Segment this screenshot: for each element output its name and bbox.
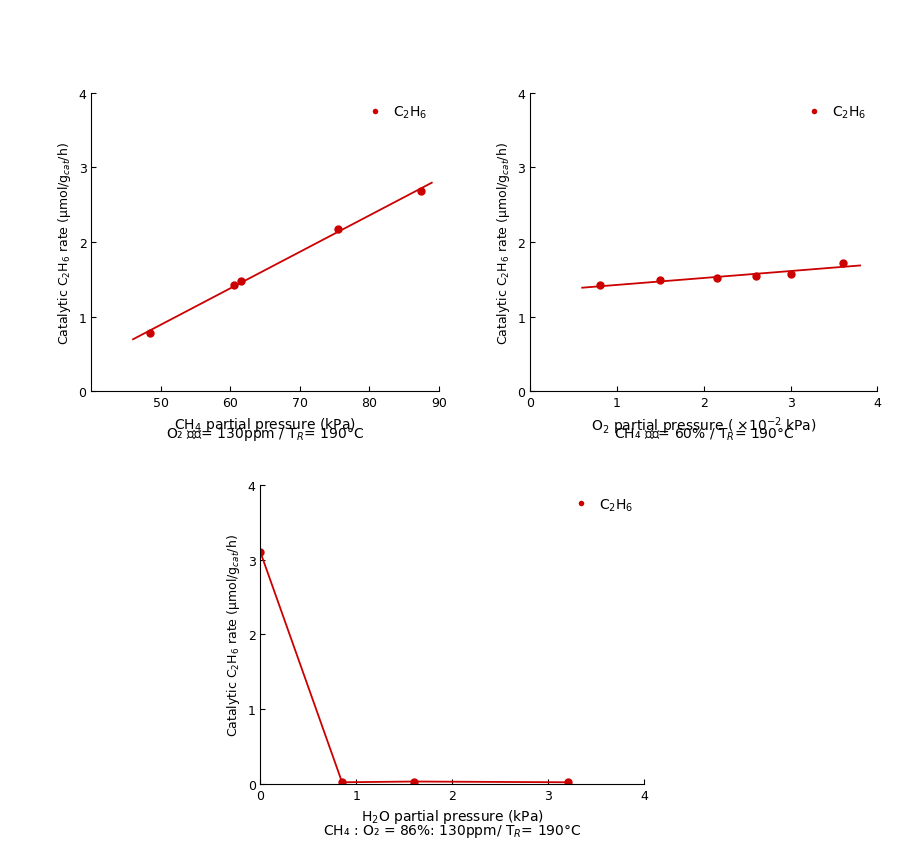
Text: O₂ 농도= 130ppm / T$_R$= 190°C: O₂ 농도= 130ppm / T$_R$= 190°C: [166, 426, 364, 443]
Y-axis label: Catalytic C$_2$H$_6$ rate (μmol/g$_{cat}$/h): Catalytic C$_2$H$_6$ rate (μmol/g$_{cat}…: [225, 533, 242, 736]
X-axis label: CH$_4$ partial pressure (kPa): CH$_4$ partial pressure (kPa): [175, 415, 356, 434]
Y-axis label: Catalytic C$_2$H$_6$ rate (μmol/g$_{cat}$/h): Catalytic C$_2$H$_6$ rate (μmol/g$_{cat}…: [494, 141, 512, 344]
Text: CH₄ : O₂ = 86%: 130ppm/ T$_R$= 190°C: CH₄ : O₂ = 86%: 130ppm/ T$_R$= 190°C: [324, 822, 581, 839]
Legend: C$_2$H$_6$: C$_2$H$_6$: [796, 101, 870, 125]
Y-axis label: Catalytic C$_2$H$_6$ rate (μmol/g$_{cat}$/h): Catalytic C$_2$H$_6$ rate (μmol/g$_{cat}…: [56, 141, 73, 344]
Text: CH₄ 농도= 60% / T$_R$= 190°C: CH₄ 농도= 60% / T$_R$= 190°C: [613, 426, 794, 442]
Legend: C$_2$H$_6$: C$_2$H$_6$: [563, 492, 637, 517]
Legend: C$_2$H$_6$: C$_2$H$_6$: [357, 101, 431, 125]
X-axis label: H$_2$O partial pressure (kPa): H$_2$O partial pressure (kPa): [361, 807, 544, 826]
X-axis label: O$_2$ partial pressure ( ×10$^{-2}$ kPa): O$_2$ partial pressure ( ×10$^{-2}$ kPa): [591, 415, 816, 437]
